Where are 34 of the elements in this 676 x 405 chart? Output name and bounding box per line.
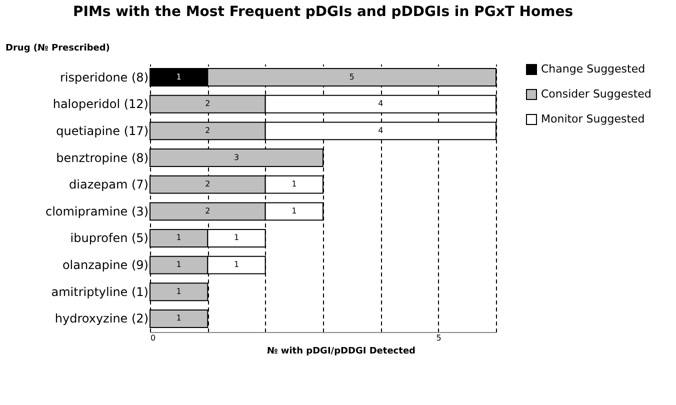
y-tick-label: benztropine (8) (56, 150, 148, 165)
y-tick-label: olanzapine (9) (62, 258, 148, 272)
data-label: 1 (234, 233, 240, 242)
y-tick-label: amitriptyline (1) (51, 284, 148, 299)
y-axis-title: Drug (№ Prescribed) (6, 44, 110, 54)
data-label: 3 (234, 152, 240, 162)
data-label: 1 (234, 260, 240, 270)
data-label: 2 (205, 206, 210, 216)
data-label: 1 (176, 72, 182, 82)
data-label: 1 (292, 180, 297, 189)
legend-label: Monitor Suggested (541, 112, 645, 126)
x-tick-label: 0 (150, 334, 156, 342)
y-tick-label: ibuprofen (5) (70, 231, 148, 246)
chart-title: PIMs with the Most Frequent pDGIs and pDDGIs in PGxT Homes (72, 4, 574, 20)
data-label: 1 (176, 314, 182, 323)
data-label: 4 (378, 99, 384, 108)
y-tick-label: diazepam (7) (69, 178, 148, 192)
data-label: 1 (176, 233, 182, 242)
data-label: 2 (205, 99, 210, 108)
data-label: 1 (292, 206, 297, 216)
legend-label: Change Suggested (541, 62, 646, 76)
data-label: 2 (205, 180, 210, 189)
data-label: 1 (176, 260, 182, 270)
y-tick-label: hydroxyzine (2) (54, 312, 148, 326)
data-label: 4 (378, 126, 384, 135)
y-tick-label: risperidone (8) (60, 70, 148, 84)
x-axis-title: № with pDGI/pDDGI Detected (266, 346, 416, 356)
data-label: 1 (176, 286, 182, 296)
y-tick-label: clomipramine (3) (45, 204, 148, 218)
y-tick-label: quetiapine (17) (56, 124, 148, 138)
y-tick-label: haloperidol (12) (52, 97, 148, 112)
legend-label: Consider Suggested (541, 88, 652, 100)
data-label: 2 (205, 126, 210, 135)
data-label: 5 (349, 72, 354, 82)
